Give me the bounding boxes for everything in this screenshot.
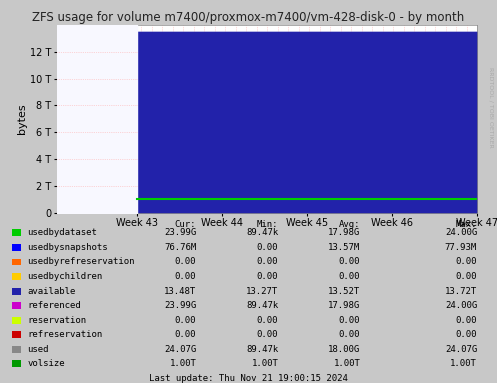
Text: used: used xyxy=(27,345,49,354)
Text: 13.57M: 13.57M xyxy=(328,243,360,252)
Text: 24.00G: 24.00G xyxy=(445,228,477,237)
Text: 24.07G: 24.07G xyxy=(164,345,196,354)
Text: 1.00T: 1.00T xyxy=(333,359,360,368)
Text: 0.00: 0.00 xyxy=(175,316,196,325)
Text: 0.00: 0.00 xyxy=(257,243,278,252)
Text: 13.52T: 13.52T xyxy=(328,286,360,296)
Text: RRDTOOL / TOBI OETIKER: RRDTOOL / TOBI OETIKER xyxy=(489,67,494,147)
Text: 76.76M: 76.76M xyxy=(164,243,196,252)
Text: 0.00: 0.00 xyxy=(456,257,477,267)
Text: available: available xyxy=(27,286,76,296)
Text: 0.00: 0.00 xyxy=(339,257,360,267)
Text: Min:: Min: xyxy=(257,220,278,229)
Text: referenced: referenced xyxy=(27,301,81,310)
Text: 77.93M: 77.93M xyxy=(445,243,477,252)
Text: usedbyrefreservation: usedbyrefreservation xyxy=(27,257,135,267)
Text: usedbychildren: usedbychildren xyxy=(27,272,102,281)
Text: usedbydataset: usedbydataset xyxy=(27,228,97,237)
Text: reservation: reservation xyxy=(27,316,86,325)
Text: 17.98G: 17.98G xyxy=(328,228,360,237)
Text: Max:: Max: xyxy=(456,220,477,229)
Text: 13.72T: 13.72T xyxy=(445,286,477,296)
Text: 23.99G: 23.99G xyxy=(164,301,196,310)
Text: 0.00: 0.00 xyxy=(257,330,278,339)
Text: 0.00: 0.00 xyxy=(339,316,360,325)
Text: refreservation: refreservation xyxy=(27,330,102,339)
Text: 1.00T: 1.00T xyxy=(169,359,196,368)
Y-axis label: bytes: bytes xyxy=(17,103,27,134)
Text: 0.00: 0.00 xyxy=(456,330,477,339)
Text: volsize: volsize xyxy=(27,359,65,368)
Text: Cur:: Cur: xyxy=(175,220,196,229)
Text: 89.47k: 89.47k xyxy=(246,228,278,237)
Text: 13.48T: 13.48T xyxy=(164,286,196,296)
Text: 0.00: 0.00 xyxy=(257,257,278,267)
Text: 0.00: 0.00 xyxy=(175,330,196,339)
Text: 89.47k: 89.47k xyxy=(246,345,278,354)
Text: 1.00T: 1.00T xyxy=(251,359,278,368)
Text: ZFS usage for volume m7400/proxmox-m7400/vm-428-disk-0 - by month: ZFS usage for volume m7400/proxmox-m7400… xyxy=(32,11,465,24)
Text: 0.00: 0.00 xyxy=(456,316,477,325)
Text: 1.00T: 1.00T xyxy=(450,359,477,368)
Text: Last update: Thu Nov 21 19:00:15 2024: Last update: Thu Nov 21 19:00:15 2024 xyxy=(149,374,348,383)
Text: 24.00G: 24.00G xyxy=(445,301,477,310)
Text: usedbysnapshots: usedbysnapshots xyxy=(27,243,108,252)
Text: 89.47k: 89.47k xyxy=(246,301,278,310)
Text: 0.00: 0.00 xyxy=(175,272,196,281)
Text: 24.07G: 24.07G xyxy=(445,345,477,354)
Text: 0.00: 0.00 xyxy=(339,272,360,281)
Text: 0.00: 0.00 xyxy=(456,272,477,281)
Text: 17.98G: 17.98G xyxy=(328,301,360,310)
Text: 13.27T: 13.27T xyxy=(246,286,278,296)
Text: 0.00: 0.00 xyxy=(257,316,278,325)
Text: Avg:: Avg: xyxy=(339,220,360,229)
Text: 23.99G: 23.99G xyxy=(164,228,196,237)
Text: 18.00G: 18.00G xyxy=(328,345,360,354)
Text: 0.00: 0.00 xyxy=(339,330,360,339)
Text: 0.00: 0.00 xyxy=(257,272,278,281)
Text: 0.00: 0.00 xyxy=(175,257,196,267)
